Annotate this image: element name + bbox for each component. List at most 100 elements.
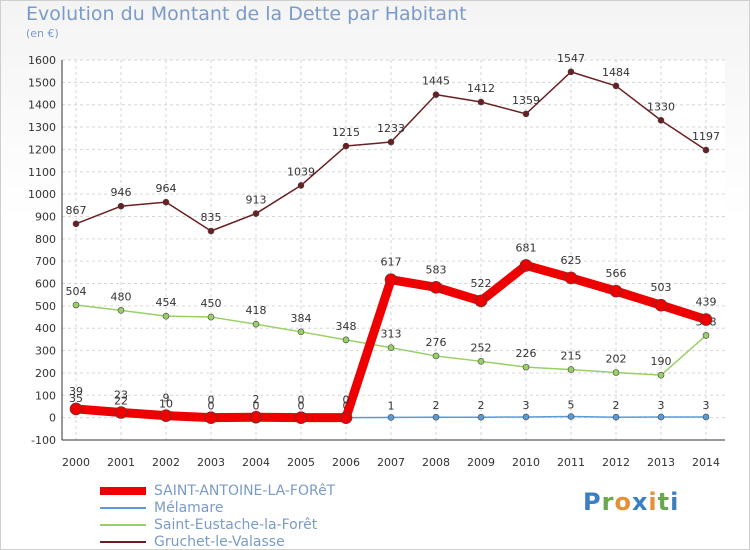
data-label: 0 bbox=[343, 394, 350, 407]
data-point bbox=[564, 271, 578, 285]
y-tick-label: 500 bbox=[35, 300, 56, 313]
data-point bbox=[204, 411, 218, 424]
data-label: 2 bbox=[613, 399, 620, 412]
data-point bbox=[159, 409, 173, 422]
data-point bbox=[342, 142, 350, 150]
data-label: 226 bbox=[516, 347, 537, 360]
y-tick-label: -100 bbox=[31, 434, 56, 447]
data-point bbox=[657, 371, 665, 379]
logo-letter: o bbox=[614, 488, 632, 516]
x-tick-label: 2002 bbox=[152, 456, 180, 469]
data-point bbox=[477, 413, 485, 421]
legend-swatch bbox=[100, 487, 146, 495]
chart-title: Evolution du Montant de la Dette par Hab… bbox=[26, 3, 467, 25]
y-tick-label: 1400 bbox=[28, 99, 56, 112]
data-point bbox=[567, 366, 575, 373]
y-tick-label: 100 bbox=[35, 389, 56, 402]
x-tick-label: 2010 bbox=[512, 456, 540, 469]
data-label: 313 bbox=[381, 328, 402, 341]
legend-swatch bbox=[100, 524, 146, 526]
y-tick-label: 800 bbox=[35, 233, 56, 246]
data-label: 1233 bbox=[377, 122, 405, 135]
data-label: 215 bbox=[561, 350, 582, 363]
y-tick-label: 900 bbox=[35, 210, 56, 223]
data-point bbox=[252, 210, 260, 217]
logo-letter: r bbox=[601, 488, 615, 516]
data-label: 384 bbox=[291, 312, 312, 325]
data-label: 1197 bbox=[692, 130, 720, 143]
data-label: 625 bbox=[561, 254, 582, 267]
data-point bbox=[429, 281, 443, 294]
y-tick-label: 600 bbox=[35, 278, 56, 291]
data-point bbox=[69, 402, 83, 416]
legend-label: SAINT-ANTOINE-LA-FORêT bbox=[154, 483, 336, 499]
chart-subtitle: (en €) bbox=[26, 27, 59, 40]
data-point bbox=[474, 294, 488, 308]
data-point bbox=[342, 336, 350, 344]
data-point bbox=[657, 413, 665, 421]
data-point bbox=[567, 413, 575, 420]
data-label: 1 bbox=[388, 399, 395, 412]
plot-area bbox=[62, 60, 725, 440]
legend-label: Gruchet-le-Valasse bbox=[154, 534, 285, 550]
legend-swatch bbox=[100, 507, 146, 509]
data-label: 1547 bbox=[557, 52, 585, 65]
y-tick-label: 1200 bbox=[28, 143, 56, 156]
data-label: 3 bbox=[658, 399, 665, 412]
data-label: 1330 bbox=[647, 100, 675, 113]
data-point bbox=[162, 312, 170, 320]
data-label: 0 bbox=[298, 400, 305, 413]
data-label: 566 bbox=[606, 267, 627, 280]
y-tick-label: 300 bbox=[35, 345, 56, 358]
data-label: 480 bbox=[111, 290, 132, 303]
data-label: 10 bbox=[159, 397, 173, 410]
data-label: 2 bbox=[253, 393, 260, 406]
x-tick-label: 2006 bbox=[332, 456, 360, 469]
data-label: 450 bbox=[201, 297, 222, 310]
y-tick-label: 1000 bbox=[28, 188, 56, 201]
data-label: 418 bbox=[246, 304, 267, 317]
data-label: 9 bbox=[163, 392, 170, 405]
data-label: 964 bbox=[156, 182, 177, 195]
x-tick-label: 2014 bbox=[692, 456, 720, 469]
data-label: 5 bbox=[568, 399, 575, 412]
y-tick-label: 1100 bbox=[28, 166, 56, 179]
logo-letter: t bbox=[657, 488, 671, 516]
data-point bbox=[207, 227, 215, 235]
data-label: 439 bbox=[696, 296, 717, 309]
data-label: 3 bbox=[703, 399, 710, 412]
data-point bbox=[522, 363, 530, 371]
data-point bbox=[249, 410, 263, 424]
y-tick-label: 400 bbox=[35, 322, 56, 335]
proxiti-logo: Proxiti bbox=[583, 488, 679, 516]
data-point bbox=[654, 298, 668, 312]
x-tick-label: 2007 bbox=[377, 456, 405, 469]
data-label: 1359 bbox=[512, 94, 540, 107]
data-point bbox=[297, 182, 305, 189]
data-point bbox=[702, 332, 710, 339]
data-label: 0 bbox=[208, 394, 215, 407]
data-label: 1445 bbox=[422, 75, 450, 88]
data-point bbox=[612, 369, 620, 376]
data-label: 0 bbox=[298, 394, 305, 407]
x-tick-label: 2012 bbox=[602, 456, 630, 469]
data-label: 202 bbox=[606, 352, 627, 365]
data-point bbox=[699, 313, 713, 326]
logo-letter: i bbox=[648, 488, 658, 516]
data-label: 252 bbox=[471, 341, 492, 354]
data-label: 946 bbox=[111, 186, 132, 199]
data-point bbox=[657, 117, 665, 124]
data-point bbox=[432, 352, 440, 360]
x-tick-label: 2001 bbox=[107, 456, 135, 469]
data-point bbox=[522, 110, 530, 118]
data-point bbox=[432, 91, 440, 98]
data-point bbox=[117, 202, 125, 210]
series-saint-eustache-la-foret: 504 480 454 450 418 384 348 313 276 252 226 215 202 1… bbox=[66, 285, 717, 379]
data-label: 504 bbox=[66, 285, 87, 298]
data-point bbox=[207, 313, 215, 321]
y-tick-label: 700 bbox=[35, 255, 56, 268]
logo-letter: x bbox=[631, 488, 649, 516]
data-label: 276 bbox=[426, 336, 447, 349]
